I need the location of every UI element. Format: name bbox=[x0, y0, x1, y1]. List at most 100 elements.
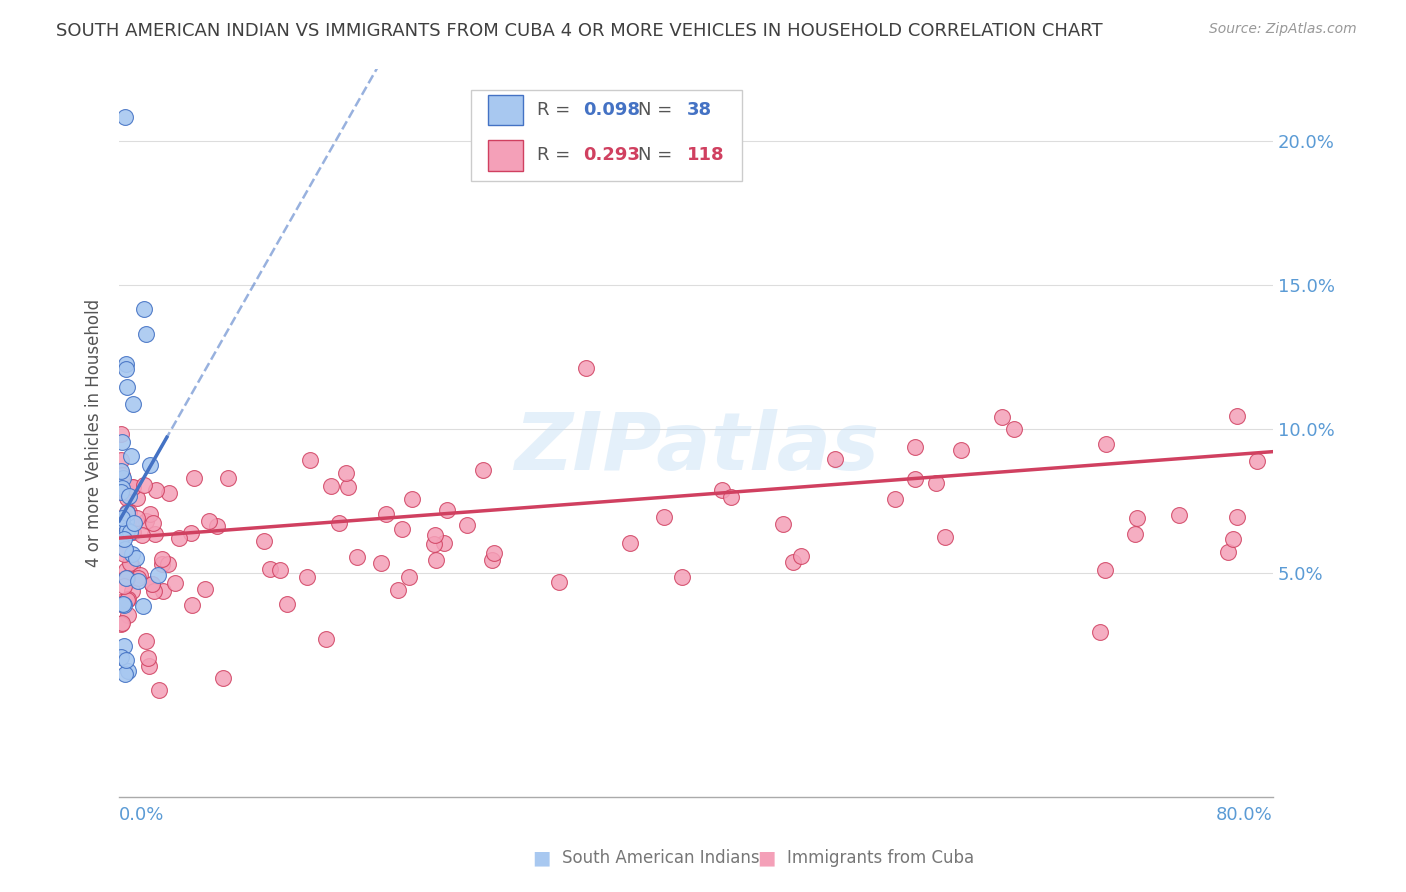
Point bbox=[132, 478, 155, 492]
Point bbox=[772, 517, 794, 532]
Point bbox=[110, 468, 132, 483]
Point bbox=[127, 571, 149, 585]
Point bbox=[212, 671, 235, 685]
Point bbox=[904, 441, 927, 455]
Point bbox=[1088, 625, 1111, 640]
Point bbox=[110, 531, 132, 545]
Point bbox=[117, 664, 139, 678]
Point bbox=[122, 480, 145, 494]
Point bbox=[423, 528, 446, 542]
Text: 38: 38 bbox=[688, 101, 711, 119]
Point bbox=[112, 547, 135, 561]
Point bbox=[1095, 436, 1118, 450]
Point bbox=[121, 547, 143, 561]
Point bbox=[375, 507, 398, 521]
Point bbox=[391, 522, 413, 536]
Point bbox=[619, 536, 641, 550]
Point bbox=[269, 563, 291, 577]
Point bbox=[115, 514, 138, 528]
Point bbox=[167, 531, 190, 545]
Point bbox=[121, 558, 143, 573]
Point bbox=[125, 551, 148, 566]
Point bbox=[165, 576, 187, 591]
Point bbox=[117, 512, 139, 526]
Point bbox=[141, 577, 163, 591]
Point bbox=[110, 527, 132, 541]
Text: South American Indians: South American Indians bbox=[562, 849, 761, 867]
Point bbox=[110, 464, 132, 478]
Point bbox=[110, 616, 132, 631]
Point bbox=[456, 517, 478, 532]
Point bbox=[115, 564, 138, 578]
Point bbox=[319, 479, 342, 493]
Point bbox=[883, 491, 905, 506]
Point bbox=[711, 483, 734, 498]
Point bbox=[132, 599, 155, 614]
Point bbox=[110, 511, 132, 525]
Point bbox=[122, 516, 145, 531]
Point bbox=[138, 659, 160, 673]
Point bbox=[117, 523, 139, 537]
Point bbox=[114, 111, 136, 125]
Point bbox=[115, 505, 138, 519]
Point bbox=[115, 491, 138, 505]
Point bbox=[121, 525, 143, 540]
Point bbox=[436, 502, 458, 516]
FancyBboxPatch shape bbox=[488, 95, 523, 126]
Point bbox=[132, 302, 155, 317]
Point bbox=[156, 557, 179, 571]
Point bbox=[1126, 511, 1149, 525]
Point bbox=[387, 582, 409, 597]
Point bbox=[110, 453, 132, 467]
Point bbox=[115, 357, 138, 371]
Text: 80.0%: 80.0% bbox=[1216, 806, 1272, 824]
Point bbox=[180, 525, 202, 540]
Point bbox=[295, 570, 318, 584]
Point bbox=[720, 491, 742, 505]
Text: SOUTH AMERICAN INDIAN VS IMMIGRANTS FROM CUBA 4 OR MORE VEHICLES IN HOUSEHOLD CO: SOUTH AMERICAN INDIAN VS IMMIGRANTS FROM… bbox=[56, 22, 1102, 40]
Point bbox=[217, 471, 239, 485]
Point bbox=[114, 571, 136, 585]
Point bbox=[425, 553, 447, 567]
Text: 118: 118 bbox=[688, 146, 724, 164]
Point bbox=[112, 639, 135, 653]
Point bbox=[276, 597, 298, 611]
Point bbox=[950, 442, 973, 457]
Point bbox=[112, 532, 135, 546]
Point bbox=[790, 549, 813, 564]
Point bbox=[328, 516, 350, 530]
Point bbox=[117, 485, 139, 500]
Point bbox=[180, 598, 202, 612]
Point bbox=[115, 380, 138, 394]
Point bbox=[575, 361, 598, 376]
Point bbox=[150, 552, 173, 566]
Text: 0.293: 0.293 bbox=[583, 146, 640, 164]
Point bbox=[143, 526, 166, 541]
Point bbox=[337, 480, 360, 494]
Point bbox=[114, 542, 136, 557]
Point bbox=[481, 553, 503, 567]
FancyBboxPatch shape bbox=[488, 140, 523, 170]
Point bbox=[110, 597, 132, 611]
Point bbox=[1002, 422, 1025, 436]
Point bbox=[117, 570, 139, 584]
Point bbox=[111, 615, 134, 630]
Point bbox=[112, 597, 135, 611]
Point bbox=[120, 450, 142, 464]
Point bbox=[904, 472, 927, 486]
Point bbox=[141, 576, 163, 591]
Point bbox=[131, 527, 153, 541]
Text: ■: ■ bbox=[756, 848, 776, 868]
Text: Source: ZipAtlas.com: Source: ZipAtlas.com bbox=[1209, 22, 1357, 37]
Point bbox=[125, 510, 148, 524]
Point bbox=[127, 574, 149, 588]
Point bbox=[346, 549, 368, 564]
Point bbox=[125, 491, 148, 505]
Text: 0.098: 0.098 bbox=[583, 101, 640, 119]
Point bbox=[135, 633, 157, 648]
Point bbox=[1226, 409, 1249, 423]
Point bbox=[1246, 454, 1268, 468]
Point bbox=[671, 569, 693, 583]
Point bbox=[121, 584, 143, 599]
Point bbox=[198, 514, 221, 528]
